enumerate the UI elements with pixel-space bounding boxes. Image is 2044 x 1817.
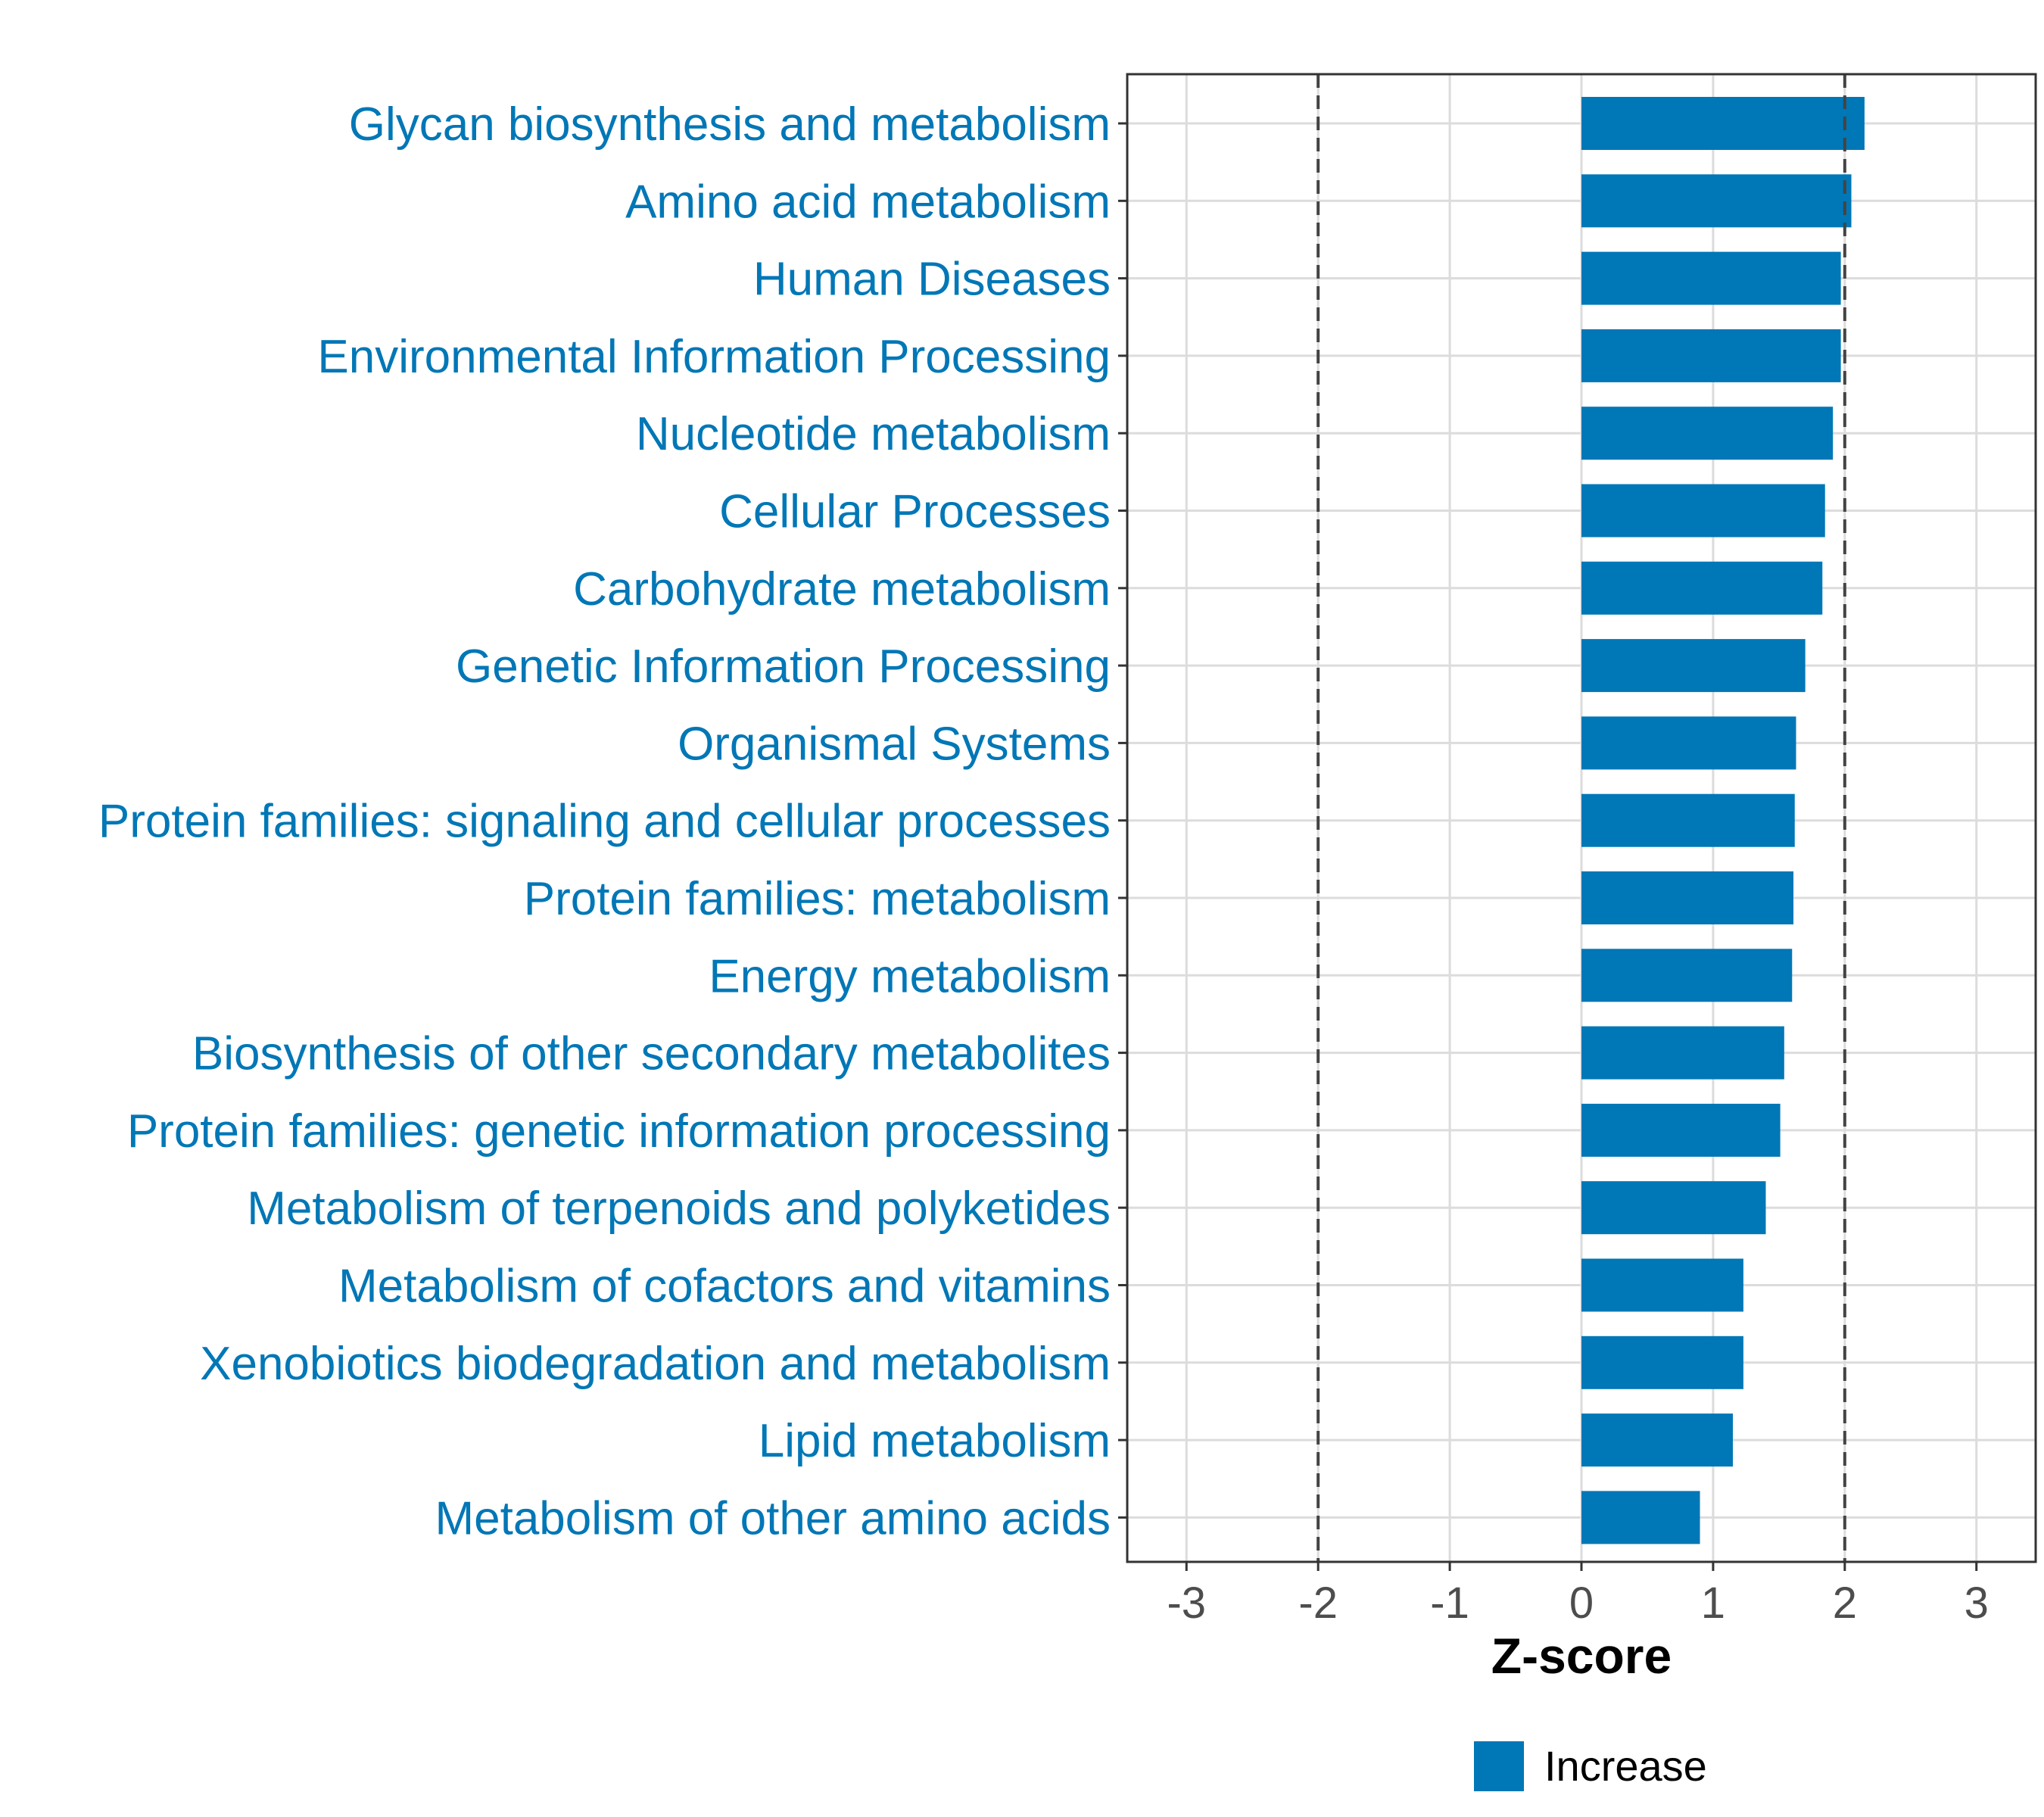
x-tick-label: -3 (1167, 1579, 1206, 1628)
category-label: Metabolism of terpenoids and polyketides (247, 1183, 1111, 1235)
category-label: Genetic Information Processing (456, 640, 1111, 693)
bar (1581, 639, 1806, 693)
bar (1581, 484, 1825, 538)
bar (1581, 793, 1795, 847)
category-labels: Glycan biosynthesis and metabolism Amino … (98, 98, 1111, 1544)
legend: Increase (1474, 1741, 1707, 1791)
axis-ticks (1118, 122, 1978, 1571)
bar (1581, 1491, 1700, 1544)
category-label: Xenobiotics biodegradation and metabolis… (200, 1338, 1111, 1390)
bar (1581, 1413, 1733, 1467)
bar (1581, 1026, 1784, 1080)
category-label: Glycan biosynthesis and metabolism (349, 98, 1111, 151)
bar (1581, 561, 1823, 615)
x-tick-label: -2 (1298, 1579, 1338, 1628)
x-tick-label: 2 (1833, 1579, 1857, 1628)
category-label: Carbohydrate metabolism (573, 563, 1111, 616)
bar (1581, 97, 1865, 150)
category-label: Amino acid metabolism (625, 176, 1111, 228)
x-tick-label: -1 (1430, 1579, 1469, 1628)
category-label: Energy metabolism (709, 950, 1111, 1002)
bar (1581, 871, 1793, 924)
category-label: Biosynthesis of other secondary metaboli… (192, 1028, 1111, 1080)
bar (1581, 329, 1841, 382)
reference-lines (1316, 74, 1846, 1562)
category-label: Human Diseases (753, 254, 1111, 306)
bar (1581, 1258, 1743, 1312)
x-axis-title: Z-score (1491, 1628, 1672, 1684)
category-label: Metabolism of cofactors and vitamins (338, 1261, 1111, 1313)
x-tick-label: 3 (1965, 1579, 1989, 1628)
bar (1581, 949, 1793, 1002)
bar (1581, 1181, 1766, 1235)
category-label: Protein families: genetic information pr… (127, 1105, 1111, 1158)
legend-label-increase: Increase (1544, 1742, 1707, 1790)
bars (1581, 97, 1865, 1544)
x-tick-label: 1 (1701, 1579, 1725, 1628)
category-label: Cellular Processes (719, 486, 1111, 538)
bar (1581, 251, 1841, 305)
category-label: Nucleotide metabolism (636, 408, 1111, 460)
bar (1581, 716, 1796, 770)
bar (1581, 1103, 1781, 1157)
category-label: Protein families: signaling and cellular… (98, 796, 1111, 848)
bar (1581, 174, 1852, 228)
category-label: Protein families: metabolism (524, 873, 1111, 925)
x-tick-label: 0 (1569, 1579, 1594, 1628)
category-label: Organismal Systems (678, 718, 1111, 770)
x-tick-labels: -3 -2 -1 0 1 2 3 (1167, 1579, 1988, 1628)
bar (1581, 1335, 1743, 1389)
category-label: Metabolism of other amino acids (435, 1492, 1111, 1544)
category-label: Environmental Information Processing (317, 331, 1111, 383)
category-label: Lipid metabolism (759, 1415, 1111, 1467)
legend-key-increase (1474, 1741, 1524, 1791)
bar (1581, 407, 1834, 460)
